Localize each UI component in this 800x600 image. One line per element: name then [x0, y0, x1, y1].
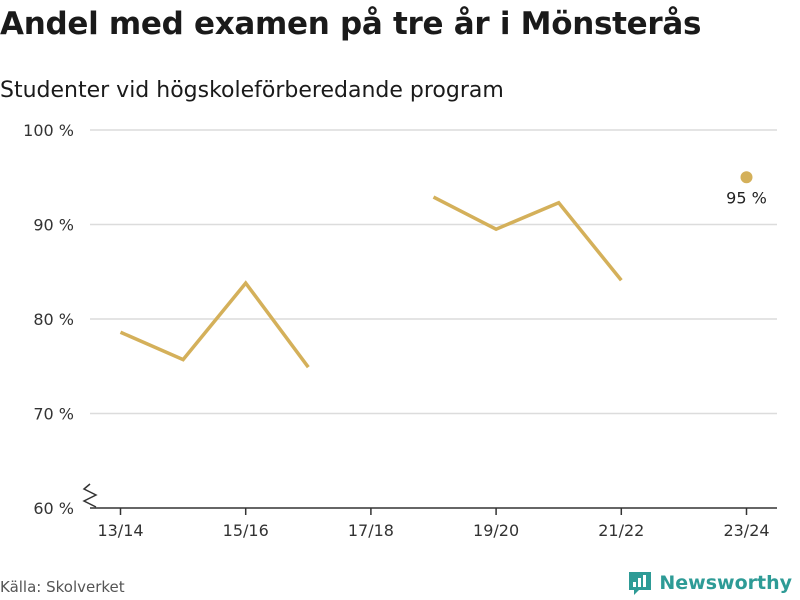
line-chart: 60 % 70 % 80 % 90 % 100 % 13/14 15/16 17/18 19/2… [23, 121, 777, 540]
x-tick-label: 19/20 [473, 521, 519, 540]
y-tick-label: 70 % [33, 405, 74, 424]
y-tick-label: 90 % [33, 216, 74, 235]
newsworthy-logo-icon [629, 572, 652, 595]
series-line-segment [432, 195, 623, 282]
series-line-segment [119, 280, 310, 369]
data-label: 95 % [726, 188, 767, 207]
brand-logo: Newsworthy [627, 570, 792, 596]
x-tick-label: 17/18 [348, 521, 394, 540]
y-tick-label: 100 % [23, 121, 74, 140]
chart-title: Andel med examen på tre år i Mönsterås [0, 6, 702, 42]
source-note: Källa: Skolverket [0, 578, 125, 596]
x-tick-label: 15/16 [223, 521, 269, 540]
x-tick-label: 23/24 [723, 521, 769, 540]
data-point [740, 171, 753, 184]
brand-name: Newsworthy [659, 572, 792, 594]
y-tick-label: 80 % [33, 310, 74, 329]
y-tick-label: 60 % [33, 499, 74, 518]
chart-subtitle: Studenter vid högskoleförberedande progr… [0, 78, 504, 103]
x-tick-label: 13/14 [97, 521, 143, 540]
axis-break-icon [82, 483, 98, 508]
x-tick-label: 21/22 [598, 521, 644, 540]
